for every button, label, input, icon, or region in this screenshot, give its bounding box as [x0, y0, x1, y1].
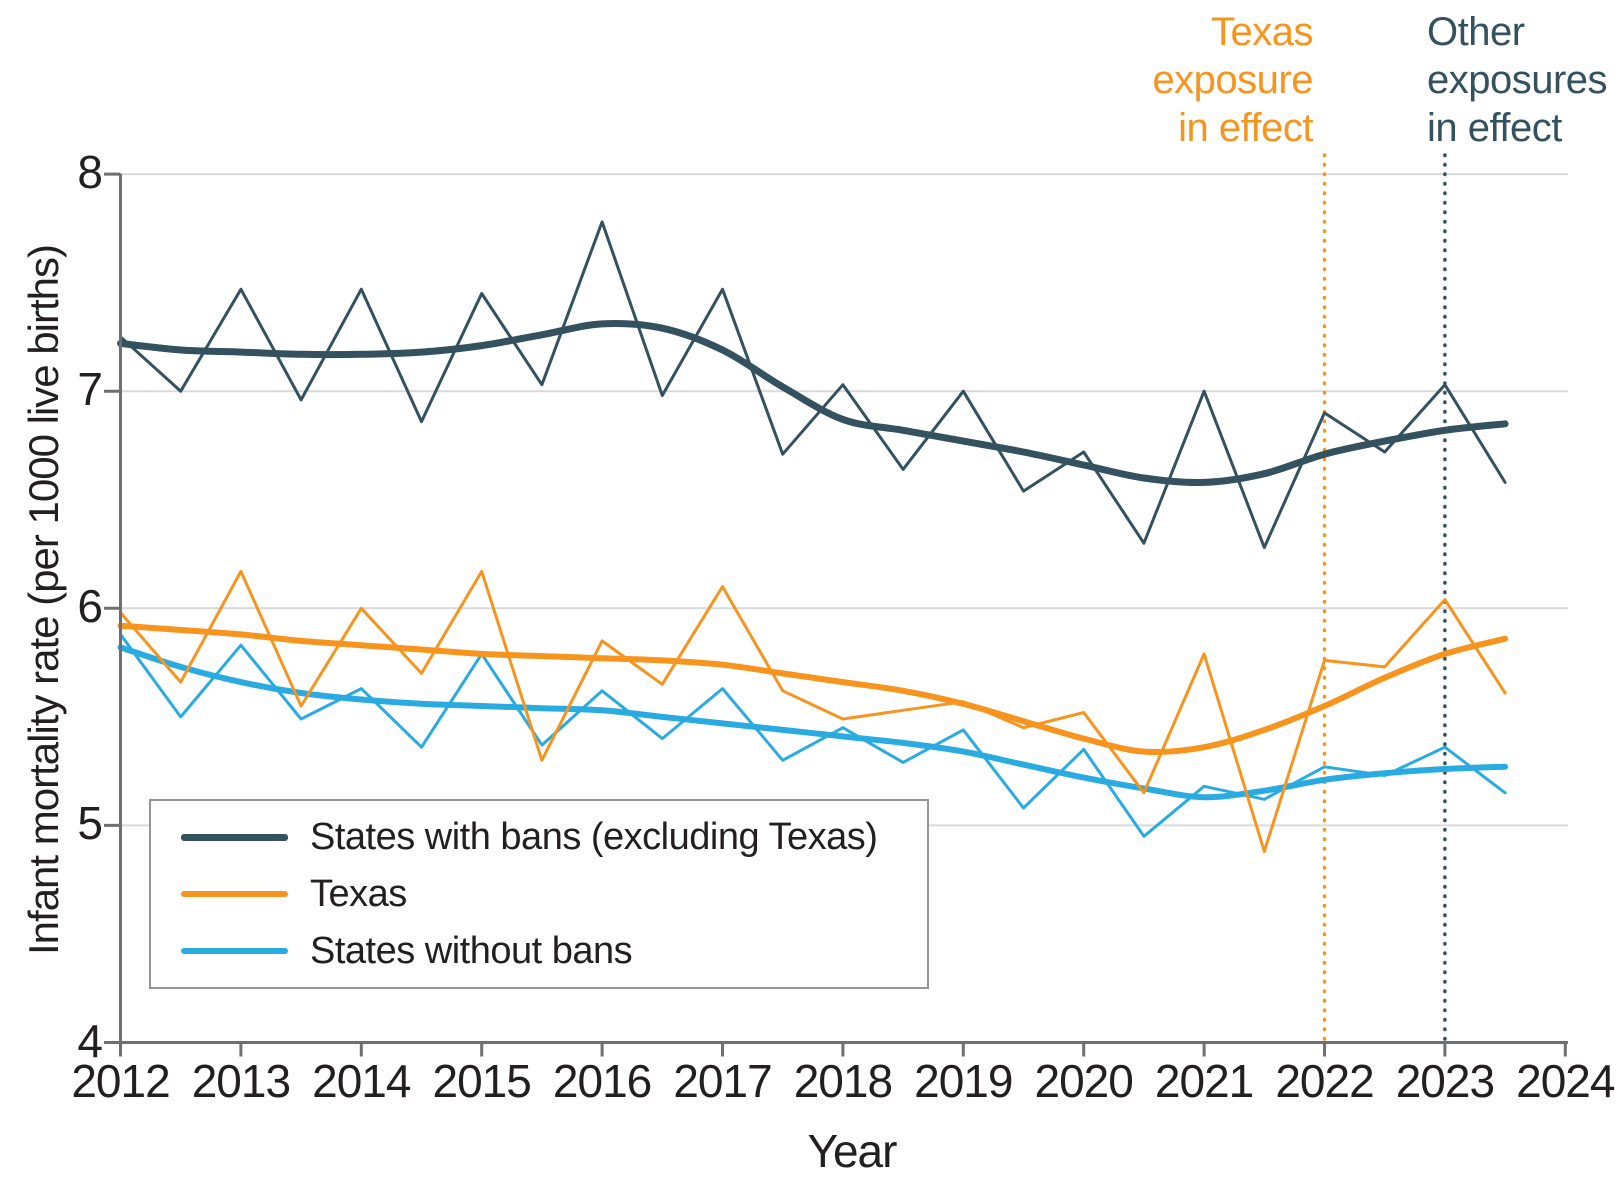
data-series-lines [117, 220, 1509, 853]
legend-swatch-states-with-bans [181, 833, 288, 841]
annotation-other-line-1: Other [1427, 10, 1525, 54]
legend-item-states-without-bans: States without bans [181, 930, 927, 973]
legend-label-states-without-bans: States without bans [310, 929, 633, 972]
legend-item-states-with-bans: States with bans (excluding Texas) [181, 816, 927, 859]
y-tick-label-7: 7 [77, 363, 103, 416]
x-tick-label-2021: 2021 [1154, 1055, 1254, 1107]
annotation-texas-line-3: in effect [1178, 106, 1313, 150]
legend-swatch-texas [181, 891, 288, 897]
reference-dotted-lines [1322, 153, 1447, 1045]
axes [104, 172, 1568, 1057]
y-tick-label-6: 6 [77, 580, 103, 633]
y-tick-label-8: 8 [77, 146, 103, 199]
legend-swatch-states-without-bans [181, 948, 288, 954]
trend-line-2 [117, 644, 1509, 801]
annotation-other-line-3: in effect [1427, 106, 1562, 150]
annotation-texas-line-1: Texas [1211, 10, 1313, 54]
annotation-texas-exposure: Texas exposure in effect [1152, 8, 1313, 152]
annotation-other-exposures: Other exposures in effect [1427, 8, 1608, 152]
y-tick-label-5: 5 [77, 797, 103, 850]
x-tick-label-2019: 2019 [914, 1055, 1013, 1107]
trend-line-1 [117, 622, 1509, 756]
trend-line-0 [117, 320, 1509, 487]
legend: States with bans (excluding Texas) Texas… [149, 799, 929, 989]
x-tick-label-2014: 2014 [312, 1055, 411, 1107]
x-tick-label-2024: 2024 [1516, 1055, 1615, 1107]
x-tick-label-2015: 2015 [432, 1055, 532, 1107]
y-axis-title: Infant mortality rate (per 1000 live bir… [20, 245, 67, 955]
annotation-texas-line-2: exposure [1152, 58, 1313, 102]
x-axis-title: Year [807, 1125, 898, 1177]
x-tick-label-2012: 2012 [71, 1055, 170, 1107]
raw-line-1 [119, 569, 1507, 853]
raw-line-0 [119, 220, 1507, 549]
x-tick-label-2023: 2023 [1395, 1055, 1495, 1107]
legend-label-texas: Texas [310, 872, 407, 915]
x-tick-label-2016: 2016 [552, 1055, 652, 1107]
y-tick-label-4: 4 [77, 1014, 103, 1067]
legend-label-states-with-bans: States with bans (excluding Texas) [310, 815, 878, 858]
legend-item-texas: Texas [181, 873, 927, 916]
x-tick-label-2013: 2013 [191, 1055, 291, 1107]
x-tick-label-2022: 2022 [1275, 1055, 1374, 1107]
raw-line-2 [119, 632, 1507, 838]
annotation-other-line-2: exposures [1427, 58, 1608, 102]
x-tick-label-2020: 2020 [1034, 1055, 1134, 1107]
x-tick-label-2017: 2017 [673, 1055, 772, 1107]
x-tick-label-2018: 2018 [793, 1055, 893, 1107]
